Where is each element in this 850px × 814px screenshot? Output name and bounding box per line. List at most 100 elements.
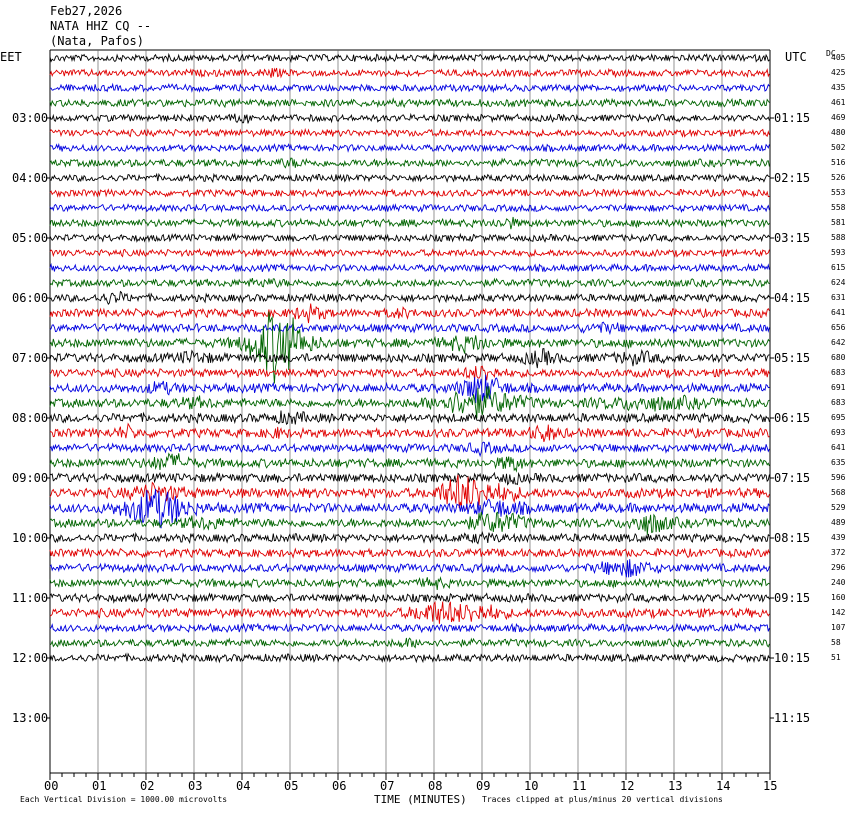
seismic-trace bbox=[49, 365, 770, 381]
station-location: (Nata, Pafos) bbox=[50, 34, 144, 48]
seismic-trace bbox=[49, 202, 770, 214]
x-tick-label: 02 bbox=[140, 779, 155, 793]
dc-offset-label: 142 bbox=[831, 608, 846, 617]
dc-offset-label: 642 bbox=[831, 338, 846, 347]
hour-label-right: 08:15 bbox=[774, 531, 811, 545]
seismic-trace bbox=[49, 112, 770, 124]
hour-label-left: 05:00 bbox=[12, 231, 49, 245]
x-tick-label: 11 bbox=[572, 779, 587, 793]
hour-label-left: 11:00 bbox=[12, 591, 49, 605]
dc-offset-label: 568 bbox=[831, 488, 846, 497]
station-code: NATA HHZ CQ -- bbox=[50, 19, 152, 33]
seismic-trace bbox=[49, 97, 770, 109]
x-tick-label: 01 bbox=[92, 779, 107, 793]
dc-offset-label: 691 bbox=[831, 383, 846, 392]
dc-offset-label: 425 bbox=[831, 68, 846, 77]
hour-label-right: 06:15 bbox=[774, 411, 811, 425]
seismic-trace bbox=[49, 303, 770, 324]
hour-label-right: 11:15 bbox=[774, 711, 811, 725]
hour-label-left: 03:00 bbox=[12, 111, 49, 125]
seismic-trace bbox=[49, 488, 770, 529]
seismic-trace bbox=[49, 441, 770, 458]
x-tick-label: 10 bbox=[524, 779, 539, 793]
dc-offset-label: 529 bbox=[831, 503, 846, 512]
dc-offset-label: 593 bbox=[831, 248, 846, 257]
hour-label-right: 10:15 bbox=[774, 651, 811, 665]
seismic-trace bbox=[49, 652, 770, 664]
hour-label-left: 13:00 bbox=[12, 711, 49, 725]
dc-offset-label: 526 bbox=[831, 173, 846, 182]
seismic-trace bbox=[49, 157, 770, 169]
seismic-trace bbox=[49, 311, 770, 384]
hour-label-right: 02:15 bbox=[774, 171, 811, 185]
dc-offset-label: 51 bbox=[831, 653, 841, 662]
seismic-trace bbox=[49, 277, 770, 288]
seismic-trace bbox=[49, 474, 770, 510]
x-tick-label: 09 bbox=[476, 779, 491, 793]
left-timezone-label: EET bbox=[0, 50, 22, 64]
x-tick-label: 06 bbox=[332, 779, 347, 793]
hour-label-left: 07:00 bbox=[12, 351, 49, 365]
dc-offset-label: 680 bbox=[831, 353, 846, 362]
scale-note: Each Vertical Division = 1000.00 microvo… bbox=[20, 795, 228, 804]
clip-note: Traces clipped at plus/minus 20 vertical… bbox=[482, 795, 723, 804]
dc-offset-label: 641 bbox=[831, 443, 846, 452]
dc-offset-label: 641 bbox=[831, 308, 846, 317]
dc-offset-label: 58 bbox=[831, 638, 841, 647]
hour-label-left: 09:00 bbox=[12, 471, 49, 485]
x-tick-label: 05 bbox=[284, 779, 299, 793]
seismic-trace bbox=[49, 386, 770, 419]
seismic-trace bbox=[49, 622, 770, 634]
seismic-trace bbox=[49, 247, 770, 258]
dc-offset-label: 683 bbox=[831, 398, 846, 407]
dc-offset-label: 588 bbox=[831, 233, 846, 242]
dc-offset-label: 635 bbox=[831, 458, 846, 467]
dc-offset-label: 596 bbox=[831, 473, 846, 482]
dc-offset-label: 405 bbox=[831, 53, 846, 62]
dc-offset-label: 461 bbox=[831, 98, 846, 107]
dc-offset-label: 107 bbox=[831, 623, 846, 632]
dc-offset-label: 469 bbox=[831, 113, 846, 122]
dc-offset-label: 624 bbox=[831, 278, 846, 287]
seismic-trace bbox=[49, 52, 770, 64]
x-axis-title: TIME (MINUTES) bbox=[374, 793, 467, 806]
seismic-trace bbox=[49, 321, 770, 336]
dc-offset-label: 489 bbox=[831, 518, 846, 527]
dc-offset-label: 683 bbox=[831, 368, 846, 377]
x-tick-label: 04 bbox=[236, 779, 251, 793]
seismic-trace bbox=[49, 347, 770, 369]
hour-label-left: 10:00 bbox=[12, 531, 49, 545]
seismic-trace bbox=[49, 471, 770, 486]
dc-offset-label: 516 bbox=[831, 158, 846, 167]
seismic-trace bbox=[49, 290, 770, 306]
dc-offset-label: 240 bbox=[831, 578, 846, 587]
dc-offset-label: 480 bbox=[831, 128, 846, 137]
dc-offset-label: 695 bbox=[831, 413, 846, 422]
seismic-trace bbox=[49, 600, 770, 624]
hour-label-right: 01:15 bbox=[774, 111, 811, 125]
seismic-trace bbox=[49, 262, 770, 273]
chart-date: Feb27,2026 bbox=[50, 4, 123, 18]
dc-offset-label: 631 bbox=[831, 293, 846, 302]
hour-label-right: 03:15 bbox=[774, 231, 811, 245]
x-tick-label: 14 bbox=[716, 779, 731, 793]
dc-offset-label: 372 bbox=[831, 548, 846, 557]
seismic-trace bbox=[49, 172, 770, 183]
x-tick-label: 15 bbox=[763, 779, 778, 793]
dc-offset-label: 693 bbox=[831, 428, 846, 437]
hour-label-right: 05:15 bbox=[774, 351, 811, 365]
seismic-trace bbox=[49, 127, 770, 138]
seismic-trace bbox=[49, 216, 770, 230]
dc-offset-label: 502 bbox=[831, 143, 846, 152]
hour-label-left: 06:00 bbox=[12, 291, 49, 305]
seismic-trace bbox=[49, 410, 770, 426]
seismic-trace bbox=[49, 547, 770, 559]
x-tick-label: 00 bbox=[44, 779, 59, 793]
hour-label-left: 04:00 bbox=[12, 171, 49, 185]
seismic-trace bbox=[49, 188, 770, 198]
seismic-trace bbox=[49, 511, 770, 535]
seismic-trace bbox=[49, 422, 770, 443]
dc-offset-label: 656 bbox=[831, 323, 846, 332]
dc-header-label: DC bbox=[826, 49, 836, 58]
